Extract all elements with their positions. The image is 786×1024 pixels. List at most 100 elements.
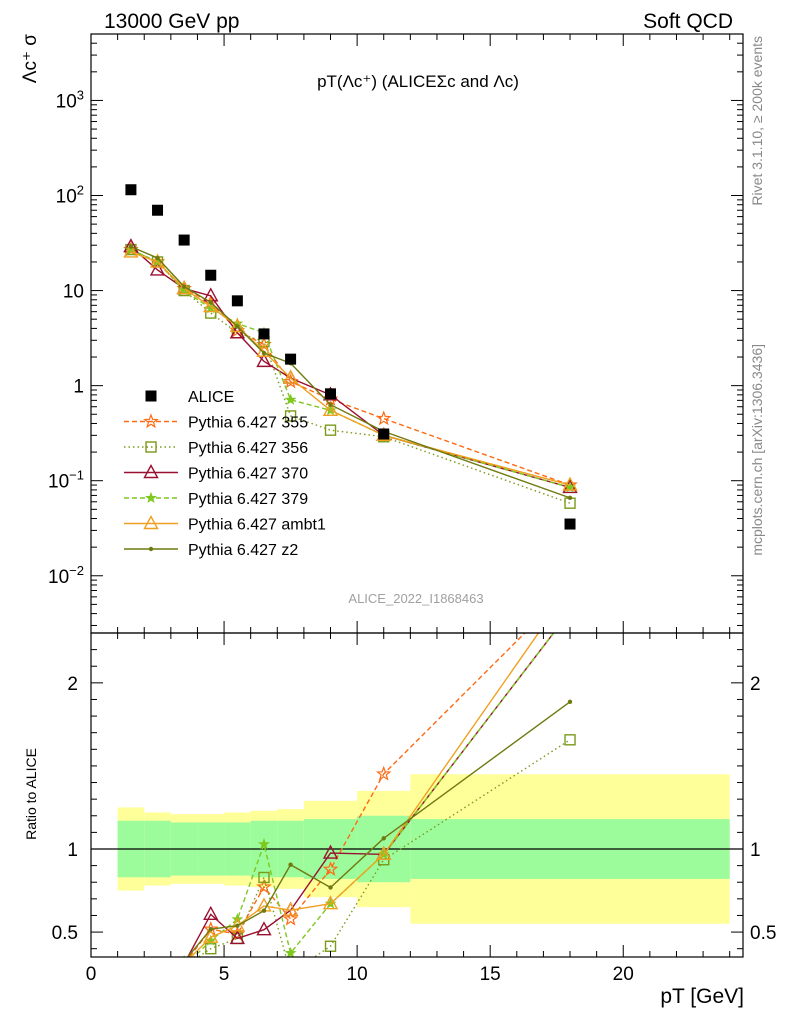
series-line-pythia-6-427-379: [130, 248, 571, 489]
ratio-point-pythia-6-427-370: [151, 969, 164, 981]
ratio-point-pythia-6-427-355: [256, 878, 272, 894]
ratio-y-tick-label: 0.5: [52, 923, 78, 944]
x-tick-label: 5: [219, 964, 230, 985]
ratio-point-pythia-6-427-370: [322, 844, 339, 859]
ratio-point-pythia-6-427-379: [284, 946, 297, 957]
ratio-point-pythia-6-427-379: [127, 972, 136, 980]
ratio-y-tick-label-right: 2: [750, 674, 761, 695]
x-tick-label: 15: [480, 964, 501, 985]
ratio-y-tick-label: 1: [67, 840, 78, 861]
ratio-y-tick-label-right: 0.5: [750, 923, 776, 944]
legend-marker-pythia-6-427-370: [143, 464, 159, 479]
x-tick-label: 20: [613, 964, 634, 985]
ratio-point-pythia-6-427-ambt1: [564, 581, 577, 593]
ratio-line-pythia-6-427-ambt1: [189, 633, 540, 957]
ratio-point-pythia-6-427-355: [202, 920, 219, 936]
point-pythia-6-427-z2: [235, 324, 240, 329]
legend-marker-pythia-6-427-355: [143, 413, 159, 429]
y-tick-label: 10−1: [48, 468, 84, 493]
point-pythia-6-427-355: [375, 410, 392, 426]
point-pythia-6-427-356: [324, 424, 337, 436]
y-tick-label: 10−2: [48, 563, 84, 588]
point-pythia-6-427-ambt1: [229, 317, 246, 333]
point-pythia-6-427-ambt1: [176, 280, 192, 295]
ratio-point-pythia-6-427-ambt1: [151, 961, 164, 973]
ratio-point-pythia-6-427-370: [229, 929, 246, 945]
rivet-label: Rivet 3.1.10, ≥ 200k events: [749, 36, 765, 206]
y-tick-label: 102: [56, 183, 84, 208]
point-pythia-6-427-ambt1: [282, 369, 299, 384]
legend-label-pythia-6-427-z2: Pythia 6.427 z2: [188, 542, 298, 559]
ratio-y-tick-label-right: 1: [750, 840, 761, 861]
header-left: 13000 GeV pp: [104, 10, 239, 33]
point-alice: [378, 428, 390, 440]
ratio-line-pythia-6-427-370: [187, 633, 555, 957]
point-pythia-6-427-z2: [128, 244, 134, 249]
ratio-y-tick-label: 2: [67, 674, 78, 695]
legend-marker-alice: [145, 390, 157, 402]
point-alice: [285, 353, 297, 365]
point-pythia-6-427-370: [149, 261, 166, 276]
point-pythia-6-427-z2: [155, 255, 160, 261]
point-alice: [325, 388, 337, 400]
x-axis-label: pT [GeV]: [660, 985, 744, 1008]
ratio-panel-series: [125, 581, 577, 982]
point-pythia-6-427-ambt1: [562, 476, 578, 491]
ratio-point-pythia-6-427-z2: [155, 961, 159, 965]
ratio-point-pythia-6-427-356: [564, 734, 576, 746]
ratio-point-pythia-6-427-355: [375, 765, 392, 781]
point-alice: [125, 184, 137, 196]
legend-marker-pythia-6-427-z2: [148, 546, 154, 552]
ratio-point-pythia-6-427-370: [256, 921, 272, 936]
watermark: ALICE_2022_I1868463: [348, 591, 483, 606]
ratio-point-pythia-6-427-355: [151, 961, 163, 973]
ratio-point-pythia-6-427-ambt1: [203, 928, 219, 943]
series-line-pythia-6-427-z2: [130, 245, 571, 499]
point-pythia-6-427-379: [564, 481, 576, 493]
ratio-point-pythia-6-427-z2: [261, 908, 267, 913]
point-alice: [152, 204, 164, 216]
y-axis-label-main: Λc⁺ σ: [20, 34, 41, 83]
ratio-point-pythia-6-427-z2: [328, 885, 333, 890]
point-alice: [178, 234, 190, 246]
ratio-point-pythia-6-427-z2: [129, 971, 133, 975]
point-pythia-6-427-379: [204, 302, 217, 314]
ratio-point-pythia-6-427-355: [229, 925, 246, 941]
point-pythia-6-427-379: [284, 393, 297, 405]
legend-label-pythia-6-427-355: Pythia 6.427 355: [188, 415, 308, 432]
point-pythia-6-427-370: [256, 352, 272, 368]
ratio-point-pythia-6-427-379: [180, 962, 189, 970]
x-tick-label: 0: [86, 964, 97, 985]
ratio-point-pythia-6-427-370: [183, 955, 186, 957]
ratio-point-pythia-6-427-370: [203, 905, 219, 921]
ratio-point-pythia-6-427-356: [179, 961, 189, 971]
ratio-frame: [90, 632, 744, 958]
point-alice: [231, 295, 243, 307]
point-pythia-6-427-z2: [261, 350, 267, 356]
ratio-point-pythia-6-427-355: [125, 970, 137, 982]
ratio-point-pythia-6-427-379: [566, 607, 575, 615]
ratio-point-pythia-6-427-355: [564, 581, 576, 593]
point-pythia-6-427-z2: [328, 402, 333, 407]
plot-frames: [90, 33, 744, 958]
series-line-pythia-6-427-370: [130, 246, 571, 489]
point-pythia-6-427-356: [284, 410, 297, 422]
ratio-point-pythia-6-427-z2: [288, 862, 293, 867]
ratio-point-pythia-6-427-ambt1: [229, 917, 246, 932]
legend: ALICE Pythia 6.427 355 Pythia 6.427 356 Pyt…: [124, 389, 326, 559]
ratio-point-pythia-6-427-355: [282, 910, 299, 926]
point-pythia-6-427-ambt1: [322, 401, 339, 417]
ratio-point-pythia-6-427-355: [183, 955, 185, 957]
legend-marker-pythia-6-427-356: [145, 441, 157, 453]
ratio-point-pythia-6-427-355: [322, 861, 339, 876]
point-alice: [205, 269, 217, 281]
ratio-point-pythia-6-427-ambt1: [282, 901, 299, 916]
ratio-point-pythia-6-427-ambt1: [183, 955, 186, 957]
y-tick-label: 1: [73, 377, 84, 398]
ratio-point-pythia-6-427-z2: [381, 836, 386, 841]
point-alice: [258, 328, 270, 340]
ratio-point-pythia-6-427-ambt1: [376, 845, 392, 861]
ratio-point-pythia-6-427-370: [564, 605, 577, 617]
main-panel-series: [123, 184, 578, 530]
